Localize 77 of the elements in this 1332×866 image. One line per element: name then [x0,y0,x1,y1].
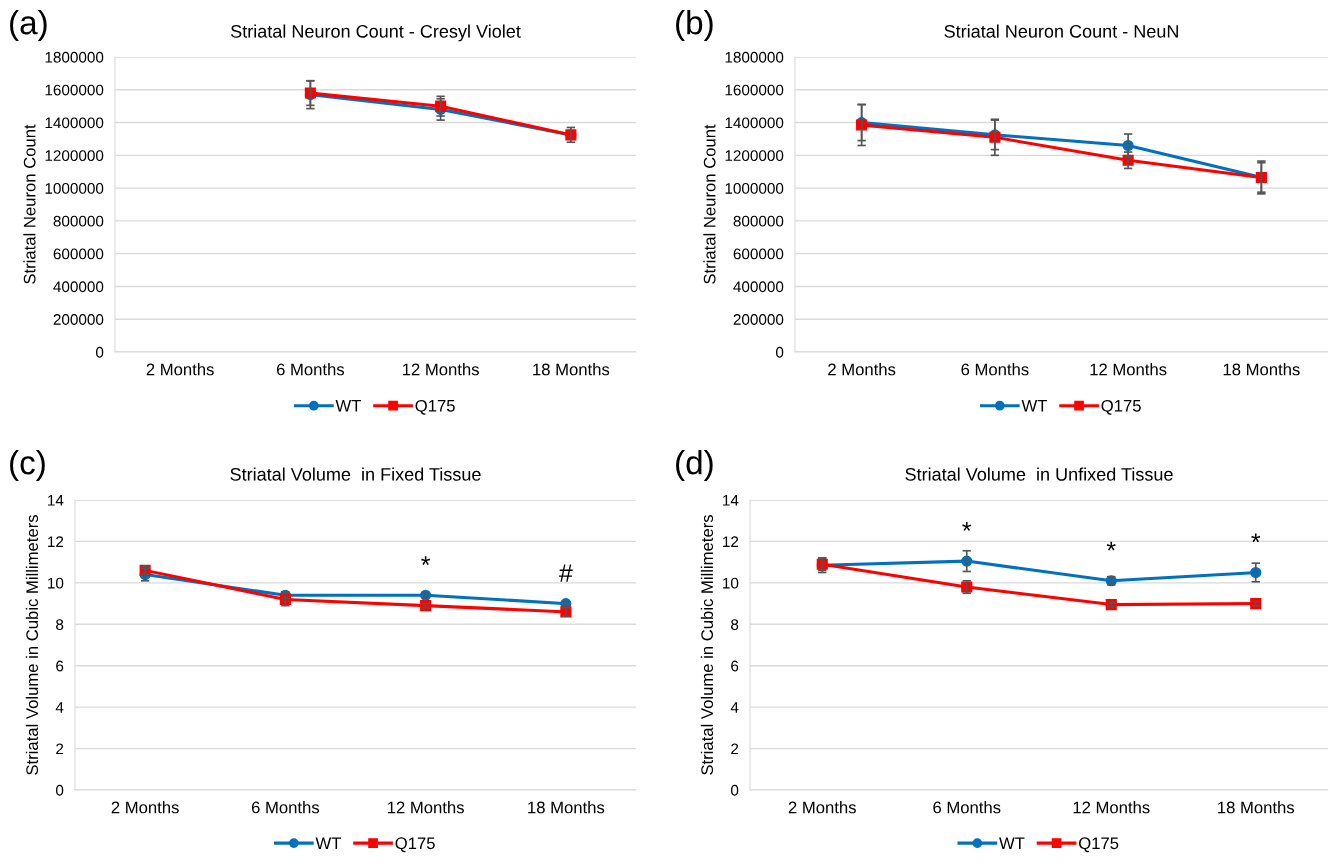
x-tick-label: 18 Months [528,801,605,814]
x-tick-label: 12 Months [1073,801,1150,814]
y-tick-label: 6 [731,660,739,672]
y-tick-label: 800000 [733,215,784,227]
y-tick-label: 1000000 [725,182,784,194]
y-tick-label: 2 [731,743,739,755]
y-tick-label: 0 [775,346,784,358]
y-tick-label: 1600000 [725,84,784,96]
x-tick-label: 6 Months [276,363,345,376]
y-tick-label: 0 [730,784,739,796]
y-tick-label: 2 [56,743,64,755]
x-tick-label: 6 Months [961,363,1029,376]
annotation: * [421,556,431,566]
x-tick-label: 6 Months [251,801,320,814]
y-tick-label: 14 [723,495,739,506]
y-axis-title: Striatal Neuron Count [703,124,716,284]
y-tick-label: 10 [48,577,64,589]
y-tick-label: 1200000 [725,150,784,162]
legend-label: WT [999,837,1025,849]
legend-label: WT [315,837,342,849]
y-tick-label: 400000 [733,281,784,293]
x-tick-label: 18 Months [533,363,610,376]
legend-label: Q175 [395,837,435,853]
y-tick-label: 1400000 [45,117,104,129]
x-tick-label: 12 Months [402,363,479,376]
legend-label: Q175 [415,399,455,415]
y-axis-title: Striatal Volume in Cubic Millimeters [700,515,714,775]
legend-label: Q175 [1079,837,1119,853]
x-tick-label: 6 Months [933,801,1001,814]
y-tick-label: 1400000 [725,117,784,129]
x-tick-label: 2 Months [146,363,214,376]
legend-label: Q175 [1101,399,1141,415]
annotation: * [1106,541,1116,551]
y-tick-label: 8 [56,619,64,630]
chart-title: Striatal Volume in Unfixed Tissue [905,467,1173,481]
y-tick-label: 200000 [733,314,784,325]
y-tick-label: 1800000 [725,51,784,63]
y-tick-label: 600000 [53,248,104,260]
x-tick-label: 12 Months [1090,363,1167,376]
chart-title: Striatal Neuron Count - Cresyl Violet [230,24,521,42]
chart-title: Striatal Volume in Fixed Tissue [230,467,481,481]
y-tick-label: 10 [723,577,739,589]
y-tick-label: 4 [55,702,64,713]
y-tick-label: 1600000 [45,84,104,96]
x-tick-label: 2 Months [111,801,179,814]
annotation: * [1251,533,1261,543]
y-tick-label: 1200000 [45,150,104,162]
annotation: # [559,564,573,582]
legend-label: WT [335,400,362,412]
y-tick-label: 14 [48,495,64,506]
x-tick-label: 18 Months [1223,363,1300,376]
y-tick-label: 12 [723,536,739,547]
y-axis-title: Striatal Volume in Cubic Millimeters [25,515,39,775]
x-tick-label: 12 Months [387,801,464,814]
y-tick-label: 12 [48,536,64,547]
chart-title: Striatal Neuron Count - NeuN [944,24,1178,38]
x-tick-label: 2 Months [828,363,896,376]
text: (b) [676,10,713,42]
y-tick-label: 1800000 [45,51,104,63]
y-tick-label: 200000 [53,314,104,325]
text: (d) [676,450,713,482]
y-tick-label: 0 [55,784,64,796]
legend-label: WT [1021,400,1048,412]
text: (c) [10,450,45,482]
y-tick-label: 600000 [733,248,784,260]
y-tick-label: 6 [56,660,64,672]
y-tick-label: 0 [95,346,104,358]
y-tick-label: 800000 [53,215,104,227]
annotation: * [962,522,972,531]
text: (a) [10,10,47,42]
y-axis-title: Striatal Neuron Count [23,124,36,284]
y-tick-label: 400000 [53,281,104,293]
x-tick-label: 18 Months [1218,801,1295,814]
y-tick-label: 1000000 [45,182,104,194]
x-tick-label: 2 Months [788,801,856,814]
y-tick-label: 8 [731,619,739,630]
y-tick-label: 4 [730,702,739,713]
